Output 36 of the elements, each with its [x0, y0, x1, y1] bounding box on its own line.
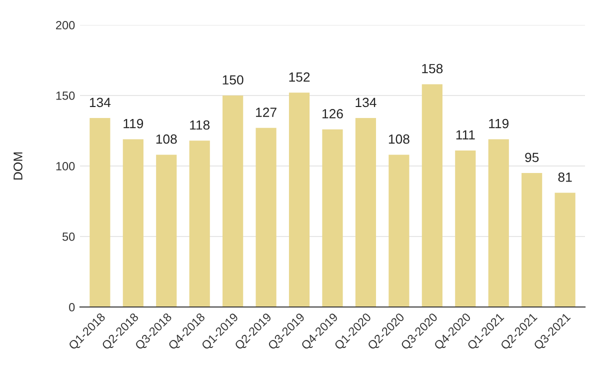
data-label: 126: [322, 109, 343, 118]
y-tick-label: 150: [56, 92, 75, 100]
bar: [554, 192, 576, 307]
bar: [189, 140, 210, 307]
bar: [322, 129, 343, 307]
bar: [522, 173, 542, 307]
bar: [355, 118, 376, 307]
y-tick-label: 0: [69, 303, 75, 312]
data-label: 118: [190, 120, 210, 130]
data-label: 119: [124, 118, 144, 128]
y-tick-label: 200: [56, 21, 75, 30]
data-label: 119: [489, 118, 509, 128]
data-label: 108: [156, 134, 177, 144]
y-axis-title: DOM: [14, 152, 22, 180]
data-label: 134: [356, 98, 376, 108]
data-label: 108: [388, 134, 410, 144]
bar: [222, 96, 244, 307]
data-label: 127: [256, 108, 276, 117]
data-label: 81: [558, 172, 572, 182]
bar: [388, 154, 410, 307]
y-tick-label: 100: [56, 162, 75, 170]
data-label: 111: [456, 130, 475, 140]
bar: [156, 154, 177, 307]
data-label: 95: [525, 152, 539, 162]
bar: [488, 139, 509, 307]
data-label: 158: [422, 64, 443, 74]
bar: [256, 128, 276, 307]
y-tick-label: 50: [62, 232, 75, 241]
bar: [90, 118, 110, 307]
bar: [422, 84, 442, 307]
bar: [122, 139, 144, 307]
data-label: 152: [289, 72, 310, 82]
data-label: 150: [222, 75, 244, 85]
data-label: 134: [90, 98, 111, 108]
bar: [455, 150, 476, 307]
bar: [288, 92, 310, 307]
